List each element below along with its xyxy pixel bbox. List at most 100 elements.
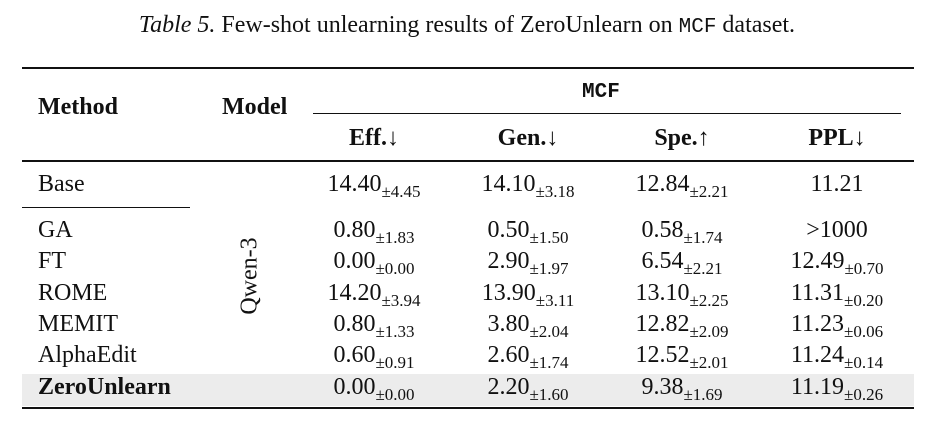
caption-text-before: Few-shot unlearning results of ZeroUnlea… — [221, 12, 673, 38]
caption-text-after: dataset. — [722, 12, 796, 38]
spe-std: ±2.25 — [689, 291, 729, 310]
eff-std: ±1.33 — [375, 322, 415, 341]
ppl-cell: 11.19±0.26 — [775, 373, 899, 404]
top-rule — [22, 67, 914, 69]
eff-cell: 0.80±1.33 — [312, 310, 436, 341]
gen-cell: 0.50±1.50 — [466, 216, 590, 247]
spe-cell: 12.52±2.01 — [620, 341, 744, 372]
eff-value: 0.60 — [333, 342, 376, 368]
ppl-value: 11.19 — [790, 374, 844, 400]
ppl-std: ±0.14 — [844, 353, 884, 372]
header-eff: Eff.↓ — [349, 125, 399, 151]
eff-value: 0.00 — [333, 374, 376, 400]
header-rule — [22, 160, 914, 162]
ppl-cell: 12.49±0.70 — [775, 247, 899, 278]
spe-cell: 12.84±2.21 — [620, 170, 744, 201]
table-caption: Table 5. Few-shot unlearning results of … — [0, 12, 934, 39]
eff-cell: 0.00±0.00 — [312, 373, 436, 404]
header-mcf-group: MCF — [582, 81, 620, 104]
gen-std: ±2.04 — [529, 322, 569, 341]
eff-std: ±4.45 — [381, 182, 421, 201]
caption-label: Table 5. — [138, 12, 216, 38]
gen-value: 13.90 — [481, 280, 536, 306]
gen-value: 2.90 — [487, 248, 530, 274]
gen-cell: 2.90±1.97 — [466, 247, 590, 278]
gen-value: 2.20 — [487, 374, 530, 400]
gen-cell: 2.60±1.74 — [466, 341, 590, 372]
ppl-value: 11.23 — [790, 311, 844, 337]
header-gen: Gen.↓ — [497, 125, 559, 151]
spe-std: ±2.21 — [689, 182, 729, 201]
spe-value: 12.82 — [635, 311, 690, 337]
gen-value: 0.50 — [487, 217, 530, 243]
eff-value: 14.40 — [327, 171, 382, 197]
gen-value: 2.60 — [487, 342, 530, 368]
spe-std: ±1.69 — [683, 385, 723, 404]
eff-std: ±1.83 — [375, 228, 415, 247]
ppl-value: 11.21 — [810, 171, 864, 197]
ppl-cell: 11.23±0.06 — [775, 310, 899, 341]
base-separator-rule — [22, 207, 190, 208]
ppl-cell: >1000 — [775, 216, 899, 244]
spe-cell: 9.38±1.69 — [620, 373, 744, 404]
method-cell: ZeroUnlearn — [38, 374, 171, 400]
gen-cell: 13.90±3.11 — [466, 279, 590, 310]
spe-std: ±2.01 — [689, 353, 729, 372]
method-cell: MEMIT — [38, 311, 118, 337]
spe-std: ±1.74 — [683, 228, 723, 247]
gen-std: ±1.50 — [529, 228, 569, 247]
gen-value: 14.10 — [481, 171, 536, 197]
mcf-group-rule — [313, 113, 901, 114]
spe-value: 12.52 — [635, 342, 690, 368]
spe-value: 0.58 — [641, 217, 684, 243]
gen-cell: 14.10±3.18 — [466, 170, 590, 201]
ppl-value: 11.31 — [790, 280, 844, 306]
spe-value: 6.54 — [641, 248, 684, 274]
ppl-cell: 11.24±0.14 — [775, 341, 899, 372]
spe-value: 12.84 — [635, 171, 690, 197]
method-cell: AlphaEdit — [38, 342, 137, 368]
spe-value: 13.10 — [635, 280, 690, 306]
ppl-std: ±0.06 — [844, 322, 884, 341]
gen-value: 3.80 — [487, 311, 530, 337]
eff-value: 14.20 — [327, 280, 382, 306]
header-model: Model — [222, 94, 288, 120]
header-method: Method — [38, 94, 118, 120]
spe-std: ±2.09 — [689, 322, 729, 341]
ppl-cell: 11.21 — [775, 170, 899, 198]
spe-std: ±2.21 — [683, 259, 723, 278]
ppl-std: ±0.70 — [844, 259, 884, 278]
method-cell: Base — [38, 171, 85, 197]
highlight-row-background — [22, 374, 914, 406]
spe-value: 9.38 — [641, 374, 684, 400]
spe-cell: 12.82±2.09 — [620, 310, 744, 341]
gen-cell: 2.20±1.60 — [466, 373, 590, 404]
eff-std: ±3.94 — [381, 291, 421, 310]
header-spe: Spe.↑ — [654, 125, 710, 151]
eff-std: ±0.91 — [375, 353, 415, 372]
eff-value: 0.80 — [333, 217, 376, 243]
ppl-std: ±0.26 — [844, 385, 884, 404]
bottom-rule — [22, 407, 914, 409]
gen-std: ±1.60 — [529, 385, 569, 404]
gen-std: ±3.11 — [535, 291, 575, 310]
spe-cell: 0.58±1.74 — [620, 216, 744, 247]
eff-cell: 14.40±4.45 — [312, 170, 436, 201]
gen-cell: 3.80±2.04 — [466, 310, 590, 341]
model-label: Qwen-3 — [236, 237, 263, 315]
eff-std: ±0.00 — [375, 259, 415, 278]
eff-value: 0.00 — [333, 248, 376, 274]
gen-std: ±3.18 — [535, 182, 575, 201]
eff-value: 0.80 — [333, 311, 376, 337]
eff-cell: 0.80±1.83 — [312, 216, 436, 247]
caption-dataset: MCF — [678, 16, 717, 39]
spe-cell: 6.54±2.21 — [620, 247, 744, 278]
eff-std: ±0.00 — [375, 385, 415, 404]
spe-cell: 13.10±2.25 — [620, 279, 744, 310]
ppl-std: ±0.20 — [844, 291, 884, 310]
gen-std: ±1.97 — [529, 259, 569, 278]
ppl-cell: 11.31±0.20 — [775, 279, 899, 310]
header-ppl: PPL↓ — [808, 125, 866, 151]
ppl-value: 12.49 — [790, 248, 845, 274]
gen-std: ±1.74 — [529, 353, 569, 372]
